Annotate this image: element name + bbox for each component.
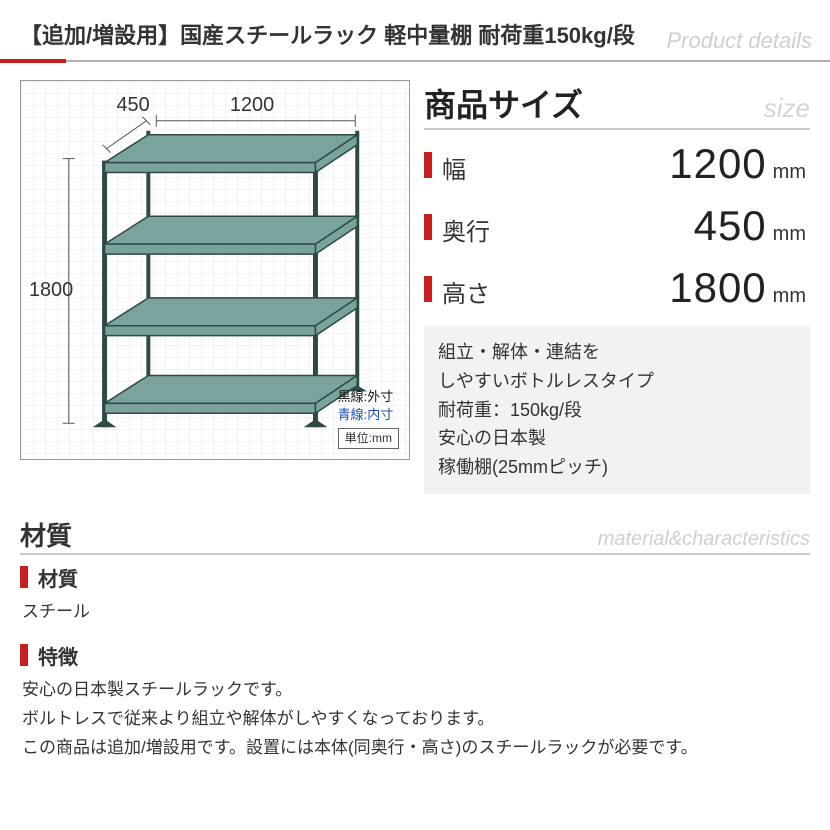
dim-row-height: 高さ 1800 mm — [424, 264, 810, 312]
title-underline — [0, 60, 830, 62]
desc-line: 稼働棚(25mmピッチ) — [438, 453, 796, 482]
sub-material: 材質 — [20, 563, 810, 592]
dim-label: 幅 — [442, 150, 522, 185]
page-title: 【追加/増設用】国産スチールラック 軽中量棚 耐荷重150kg/段 — [20, 23, 635, 48]
red-marker-icon — [20, 566, 28, 588]
dim-depth: 450 — [117, 94, 150, 116]
dim-value: 1200 — [669, 140, 766, 188]
dim-width: 1200 — [230, 94, 274, 116]
dim-unit: mm — [773, 161, 806, 184]
legend-inner: 青線:内寸 — [338, 406, 399, 424]
features-line: この商品は追加/増設用です。設置には本体(同奥行・高さ)のスチールラックが必要で… — [22, 734, 810, 763]
dim-row-width: 幅 1200 mm — [424, 140, 810, 188]
dim-value: 450 — [694, 202, 767, 250]
legend-unit: 単位:mm — [338, 428, 399, 449]
dim-label: 奥行 — [442, 212, 522, 247]
desc-line: 安心の日本製 — [438, 424, 796, 453]
description-box: 組立・解体・連結を しやすいボトルレスタイプ 耐荷重：150kg/段 安心の日本… — [424, 326, 810, 494]
size-header: 商品サイズ size — [424, 80, 810, 130]
dim-height: 1800 — [29, 279, 73, 301]
sub-label: 特徴 — [38, 641, 78, 670]
red-marker-icon — [424, 214, 432, 240]
product-diagram: 450 1200 1800 — [20, 80, 410, 460]
red-marker-icon — [424, 152, 432, 178]
size-header-text: 商品サイズ — [424, 87, 583, 123]
material-header-ghost: material&characteristics — [598, 528, 810, 551]
dim-unit: mm — [773, 285, 806, 308]
material-header-text: 材質 — [20, 521, 72, 551]
desc-line: 組立・解体・連結を — [438, 338, 796, 367]
desc-line: 耐荷重：150kg/段 — [438, 396, 796, 425]
sub-features: 特徴 — [20, 641, 810, 670]
red-marker-icon — [424, 276, 432, 302]
red-marker-icon — [20, 644, 28, 666]
dim-unit: mm — [773, 223, 806, 246]
title-bar: 【追加/増設用】国産スチールラック 軽中量棚 耐荷重150kg/段 Produc… — [0, 0, 830, 60]
features-body: 安心の日本製スチールラックです。 ボルトレスで従来より組立や解体がしやすくなって… — [20, 676, 810, 763]
diagram-legend: 黒線:外寸 青線:内寸 単位:mm — [336, 386, 401, 451]
features-line: ボルトレスで従来より組立や解体がしやすくなっております。 — [22, 705, 810, 734]
dim-value: 1800 — [669, 264, 766, 312]
material-header: 材質 material&characteristics — [20, 516, 810, 555]
size-header-ghost: size — [764, 93, 810, 124]
legend-outer: 黒線:外寸 — [338, 388, 399, 406]
dim-row-depth: 奥行 450 mm — [424, 202, 810, 250]
sub-label: 材質 — [38, 563, 78, 592]
material-body: スチール — [20, 598, 810, 627]
title-ghost: Product details — [666, 28, 812, 54]
features-line: 安心の日本製スチールラックです。 — [22, 676, 810, 705]
dim-label: 高さ — [442, 274, 522, 309]
desc-line: しやすいボトルレスタイプ — [438, 367, 796, 396]
